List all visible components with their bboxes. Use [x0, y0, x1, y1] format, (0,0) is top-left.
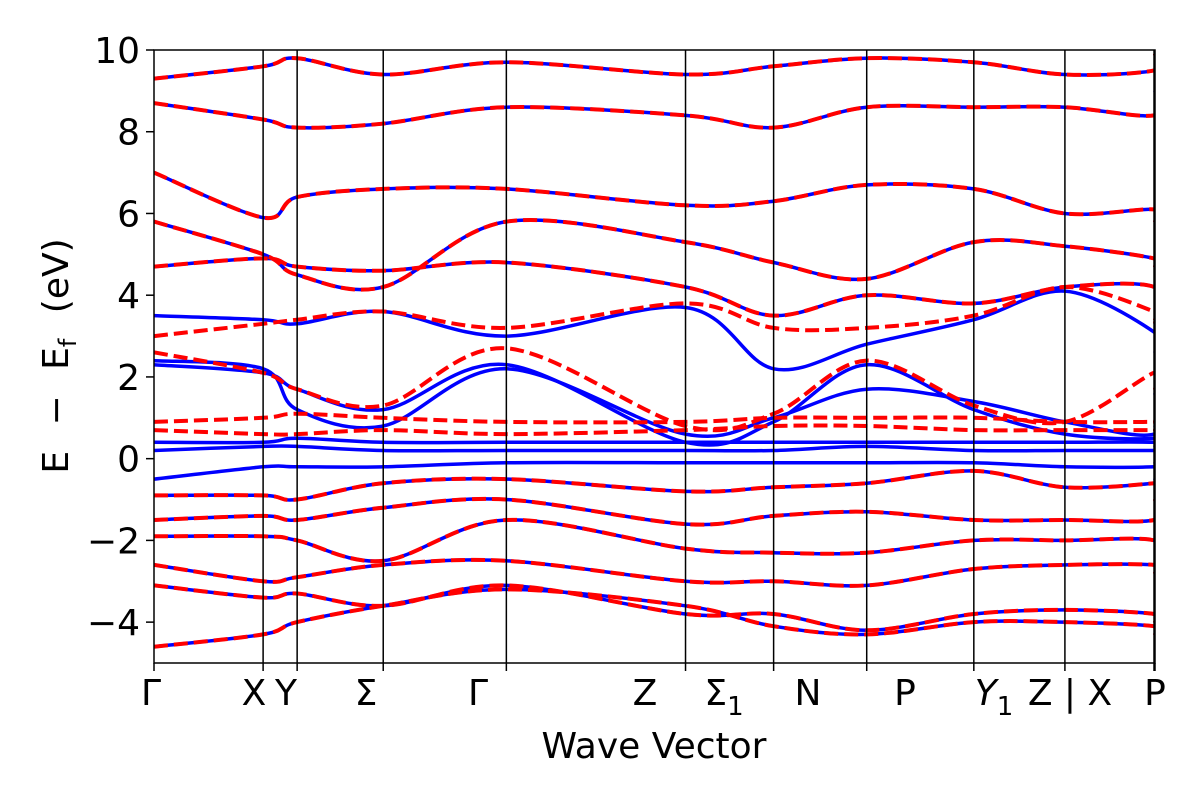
- x-tick-label: P: [894, 673, 916, 714]
- dashed-band-8: [154, 346, 1155, 433]
- x-tick-label: Y1: [975, 673, 1014, 722]
- y-ticks: −4 −2 0 2 4 6 8 10: [87, 31, 154, 644]
- x-tick-label: X: [242, 673, 267, 714]
- x-tick-label: P: [1144, 673, 1166, 714]
- x-tick-label: Γ: [141, 673, 161, 714]
- solid-band-15: [154, 90, 1155, 130]
- y-tick-label: 0: [117, 440, 140, 481]
- dashed-band-10: [154, 256, 1155, 324]
- x-tick-label: Σ: [355, 673, 378, 714]
- dashed-band-4: [154, 496, 1155, 527]
- dashed-band-11: [154, 218, 1155, 292]
- dashed-band-2: [154, 557, 1155, 588]
- y-tick-label: 10: [94, 31, 140, 72]
- solid-band-2: [154, 558, 1155, 588]
- x-tick-label: Y: [274, 673, 298, 714]
- dashed-band-13: [154, 90, 1155, 130]
- kpoint-lines-layer: [262, 50, 1155, 663]
- y-axis-label: E − Ef (eV): [36, 238, 85, 473]
- dashed-band-14: [154, 53, 1155, 81]
- solid-series: [154, 53, 1155, 649]
- dashed-band-1: [154, 583, 1155, 633]
- x-tick-label: Z: [633, 673, 658, 714]
- x-tick-label: N: [795, 673, 822, 714]
- band-series-layer: [154, 53, 1155, 649]
- solid-band-0: [154, 587, 1155, 649]
- dashed-series: [154, 53, 1155, 649]
- solid-band-5: [154, 469, 1155, 502]
- x-tick-label: Σ1: [704, 673, 743, 722]
- y-tick-label: 6: [117, 194, 140, 235]
- dashed-band-9: [154, 284, 1155, 339]
- plot-frame: [153, 49, 1156, 664]
- y-tick-label: −2: [87, 521, 140, 562]
- y-tick-label: 2: [117, 358, 140, 399]
- dashed-band-12: [154, 170, 1155, 222]
- dashed-band-0: [154, 587, 1155, 649]
- x-axis-label: Wave Vector: [542, 726, 767, 767]
- y-tick-label: 4: [117, 276, 140, 317]
- y-tick-label: 8: [117, 113, 140, 154]
- solid-band-10: [154, 358, 1155, 439]
- x-tick-label: Γ: [468, 673, 488, 714]
- x-ticks: Γ X Y Σ Γ Z Σ1 N P Y1 Z | X P: [141, 663, 1166, 722]
- x-tick-label: Z | X: [1028, 673, 1112, 714]
- y-tick-label: −4: [87, 603, 140, 644]
- solid-band-7: [154, 444, 1155, 453]
